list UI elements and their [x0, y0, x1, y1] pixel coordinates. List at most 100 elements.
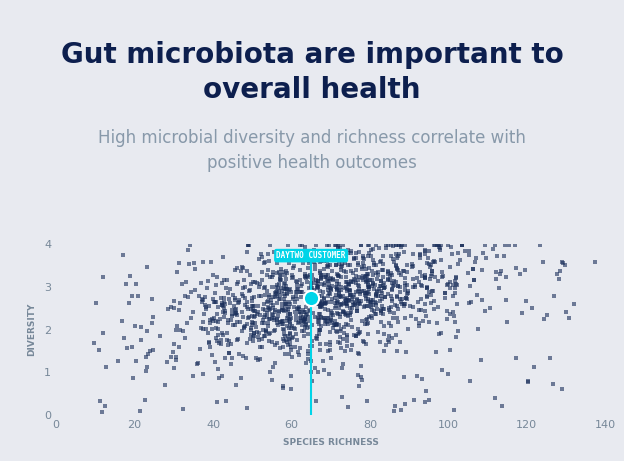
Point: [400, 286, 410, 294]
Point: [445, 264, 455, 271]
Point: [272, 320, 282, 327]
Point: [245, 241, 255, 248]
Point: [342, 337, 352, 344]
Point: [200, 301, 210, 308]
Point: [400, 400, 410, 408]
Point: [496, 267, 506, 274]
Point: [408, 284, 418, 291]
Point: [334, 289, 344, 296]
Point: [426, 299, 436, 307]
Point: [391, 262, 401, 270]
Point: [351, 266, 361, 274]
Point: [285, 301, 295, 308]
Point: [246, 280, 256, 287]
Point: [248, 307, 258, 314]
Point: [449, 313, 459, 320]
Point: [360, 320, 370, 328]
Point: [472, 325, 482, 333]
Point: [312, 283, 322, 290]
Point: [295, 242, 305, 249]
Point: [315, 297, 325, 305]
Point: [388, 334, 397, 342]
Point: [320, 316, 330, 324]
Point: [266, 299, 276, 307]
Point: [324, 241, 334, 248]
Point: [121, 280, 131, 287]
Point: [336, 293, 346, 301]
Point: [265, 368, 275, 375]
Point: [570, 300, 580, 307]
Point: [229, 302, 239, 309]
Point: [311, 290, 321, 298]
Point: [332, 309, 342, 317]
Point: [94, 346, 104, 353]
Point: [378, 281, 388, 289]
Point: [218, 276, 228, 284]
Point: [331, 241, 341, 248]
Point: [502, 296, 512, 303]
Point: [198, 296, 208, 303]
Point: [272, 316, 282, 324]
Point: [349, 331, 359, 338]
Point: [223, 289, 233, 296]
Point: [376, 283, 386, 290]
Point: [170, 304, 180, 311]
Point: [301, 297, 311, 305]
Point: [401, 314, 411, 322]
Point: [389, 282, 399, 289]
Point: [257, 277, 267, 284]
Point: [402, 268, 412, 276]
Point: [517, 309, 527, 317]
Point: [313, 319, 323, 326]
Point: [234, 298, 244, 305]
Point: [480, 241, 490, 248]
Point: [182, 319, 192, 326]
Point: [280, 307, 290, 315]
Point: [204, 338, 214, 345]
Point: [332, 286, 342, 294]
Point: [135, 408, 145, 415]
Point: [409, 396, 419, 403]
Point: [215, 339, 225, 347]
Point: [367, 276, 377, 284]
Point: [430, 241, 440, 248]
Point: [317, 299, 327, 306]
Point: [527, 305, 537, 312]
Point: [325, 275, 335, 283]
Point: [358, 276, 368, 284]
Point: [100, 402, 110, 410]
Point: [305, 307, 315, 314]
Point: [171, 353, 181, 361]
Point: [185, 241, 195, 248]
Point: [391, 331, 401, 338]
Point: [286, 272, 296, 279]
Point: [326, 311, 336, 319]
Point: [222, 337, 232, 344]
Point: [391, 278, 401, 286]
Point: [261, 328, 271, 335]
Point: [128, 374, 138, 382]
Point: [333, 244, 343, 251]
Point: [346, 250, 356, 257]
Point: [336, 292, 346, 300]
Point: [218, 309, 228, 316]
Point: [349, 276, 359, 283]
Point: [313, 300, 323, 307]
Point: [251, 324, 261, 331]
Point: [434, 241, 444, 248]
Point: [257, 319, 267, 327]
Point: [353, 325, 363, 332]
Point: [223, 319, 233, 326]
Point: [198, 371, 208, 378]
Point: [303, 265, 313, 272]
Point: [262, 287, 272, 294]
Point: [332, 320, 342, 327]
Point: [412, 372, 422, 379]
Point: [256, 292, 266, 299]
Point: [313, 335, 323, 343]
Point: [317, 292, 327, 300]
Point: [286, 346, 296, 353]
Point: [169, 340, 179, 347]
Point: [338, 252, 348, 260]
Point: [561, 308, 571, 316]
